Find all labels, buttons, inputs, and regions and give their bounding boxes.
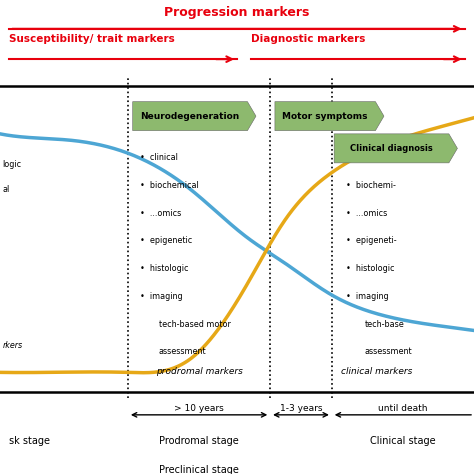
Text: rkers: rkers (2, 341, 22, 350)
Polygon shape (133, 101, 256, 131)
Text: •  biochemical: • biochemical (140, 181, 199, 190)
Text: Motor symptoms: Motor symptoms (283, 112, 368, 120)
Text: until death: until death (378, 404, 428, 413)
Text: Diagnostic markers: Diagnostic markers (251, 34, 365, 44)
Text: Progression markers: Progression markers (164, 6, 310, 19)
Text: assessment: assessment (159, 347, 206, 356)
Text: •  imaging: • imaging (346, 292, 389, 301)
Text: al: al (2, 185, 9, 194)
Text: tech-base: tech-base (365, 319, 405, 328)
Text: •  ...omics: • ...omics (140, 209, 181, 218)
Text: logic: logic (2, 160, 21, 169)
Polygon shape (275, 101, 384, 131)
Text: prodromal markers: prodromal markers (155, 366, 243, 375)
Polygon shape (334, 134, 457, 163)
Text: •  epigenetic: • epigenetic (140, 237, 192, 246)
Text: Clinical stage: Clinical stage (370, 436, 436, 446)
Text: Prodromal stage: Prodromal stage (159, 436, 239, 446)
Text: Neurodegeneration: Neurodegeneration (140, 112, 240, 120)
Text: 1-3 years: 1-3 years (280, 404, 322, 413)
Text: Preclinical stage: Preclinical stage (159, 465, 239, 474)
Text: •  biochemi-: • biochemi- (346, 181, 396, 190)
Text: •  imaging: • imaging (140, 292, 182, 301)
Text: •  clinical: • clinical (140, 153, 178, 162)
Text: assessment: assessment (365, 347, 412, 356)
Text: •  ...omics: • ...omics (346, 209, 387, 218)
Text: Susceptibility/ trait markers: Susceptibility/ trait markers (9, 34, 175, 44)
Text: > 10 years: > 10 years (174, 404, 224, 413)
Text: tech-based motor: tech-based motor (159, 319, 231, 328)
Text: •  histologic: • histologic (140, 264, 188, 273)
Text: •  epigeneti-: • epigeneti- (346, 237, 397, 246)
Text: sk stage: sk stage (9, 436, 50, 446)
Text: Clinical diagnosis: Clinical diagnosis (350, 144, 433, 153)
Text: •  clinical: • clinical (346, 153, 384, 162)
Text: •  histologic: • histologic (346, 264, 394, 273)
Text: clinical markers: clinical markers (341, 366, 412, 375)
